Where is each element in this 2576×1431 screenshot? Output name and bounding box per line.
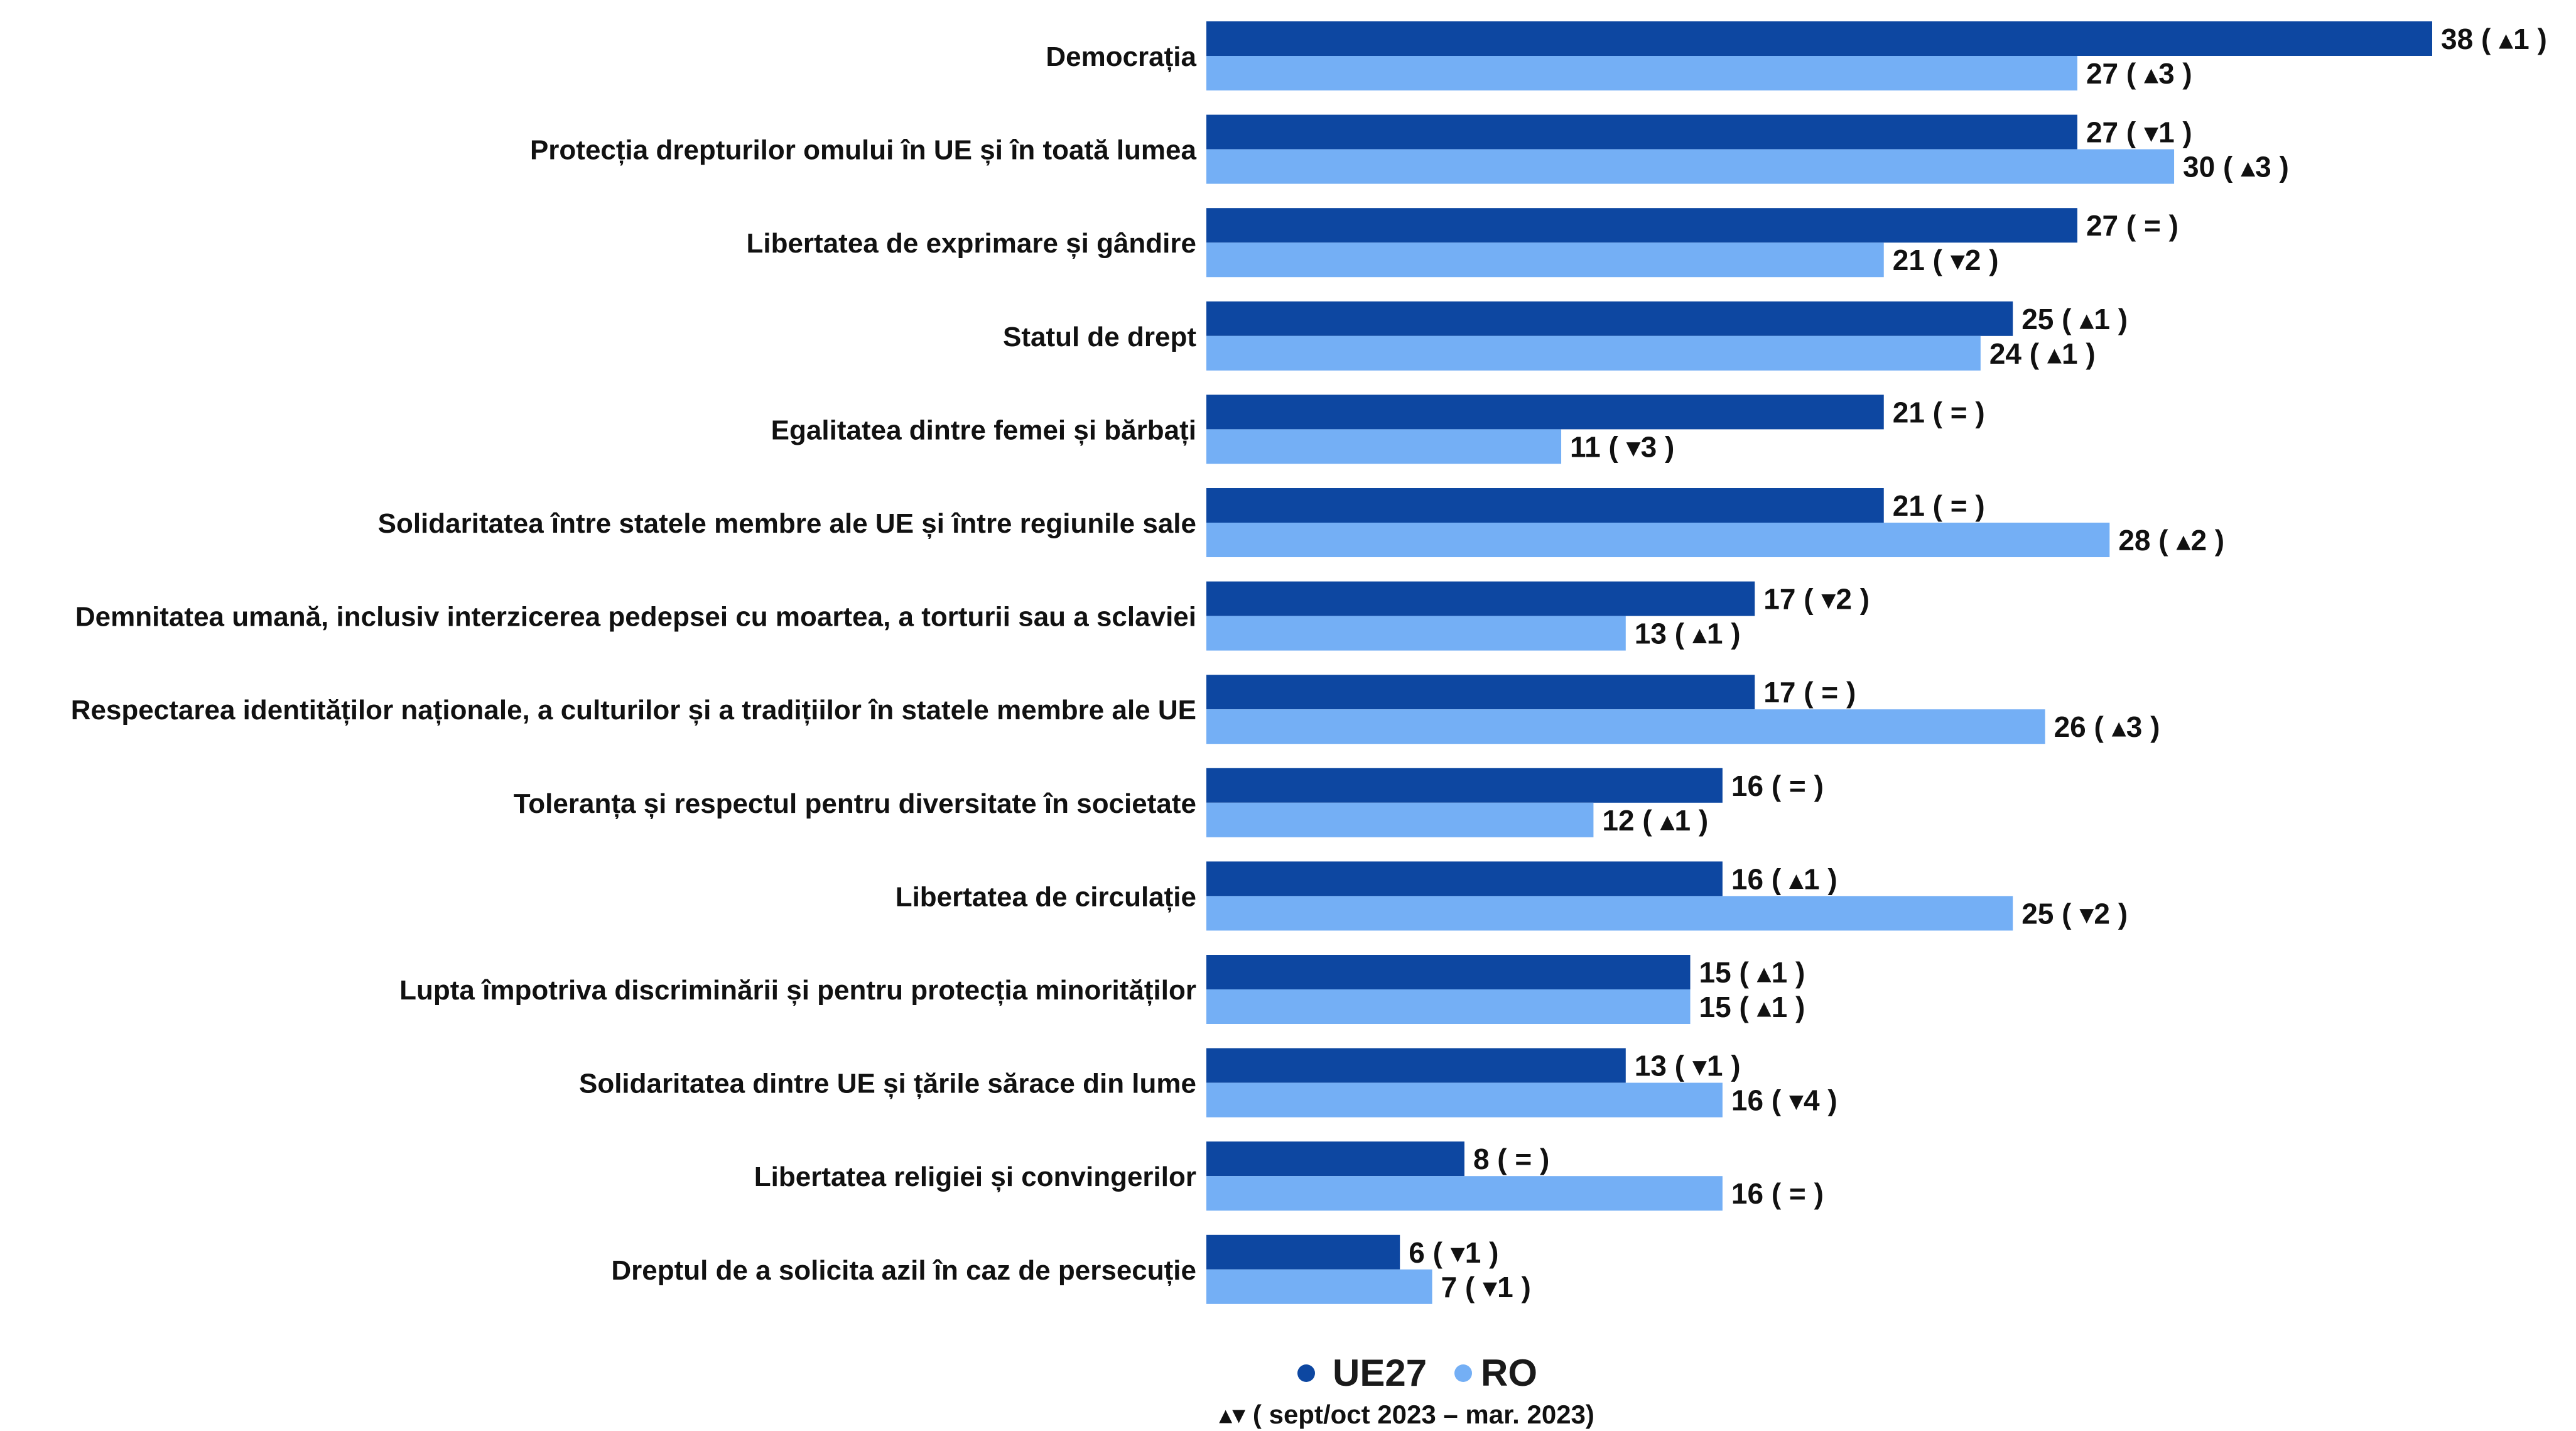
value-label-ro: 26 ( ▴3 ) [2054,710,2160,743]
bar-ue27 [1206,488,1884,523]
bar-ro [1206,1269,1432,1304]
value-label-ue27: 21 ( = ) [1893,396,1985,428]
bar-ro [1206,1176,1723,1211]
bar-ue27 [1206,675,1755,710]
bar-ro [1206,429,1562,464]
value-label-ro: 16 ( = ) [1731,1177,1824,1210]
value-label-ue27: 16 ( ▴1 ) [1731,862,1837,895]
value-label-ro: 30 ( ▴3 ) [2183,151,2289,183]
category-label: Egalitatea dintre femei și bărbați [771,415,1196,445]
bar-ro [1206,242,1884,278]
bars [1206,21,2432,1304]
value-label-ue27: 15 ( ▴1 ) [1699,956,1805,989]
bar-ro [1206,896,2013,931]
legend-marker-ro [1454,1364,1472,1382]
value-label-ro: 15 ( ▴1 ) [1699,991,1805,1023]
bar-ue27 [1206,114,2077,150]
bar-ue27 [1206,861,1723,896]
category-label: Solidaritatea între statele membre ale U… [378,508,1196,539]
category-label: Libertatea de exprimare și gândire [746,228,1196,259]
bar-ro [1206,802,1594,837]
category-label: Demnitatea umană, inclusiv interzicerea … [75,602,1196,633]
value-label-ro: 11 ( ▾3 ) [1570,430,1674,463]
value-label-ro: 24 ( ▴1 ) [1989,337,2096,370]
bar-ue27 [1206,1234,1400,1270]
value-label-ue27: 13 ( ▾1 ) [1635,1050,1741,1082]
bar-ue27 [1206,21,2432,56]
category-label: Solidaritatea dintre UE și țările sărace… [579,1069,1196,1099]
bar-ro [1206,989,1691,1024]
category-label: Lupta împotriva discriminării și pentru … [399,975,1196,1006]
category-label: Protecția drepturilor omului în UE și în… [530,135,1197,166]
value-label-ue27: 17 ( ▾2 ) [1763,583,1870,616]
value-label-ue27: 21 ( = ) [1893,489,1985,522]
bar-ro [1206,1082,1723,1118]
bar-ue27 [1206,208,2077,243]
value-label-ue27: 27 ( = ) [2086,209,2178,242]
bar-ue27 [1206,394,1884,430]
value-label-ue27: 38 ( ▴1 ) [2441,23,2547,55]
value-labels: 38 ( ▴1 ) 27 ( ▴3 ) 27 ( ▾1 )30 ( ▴3 )27 (… [1409,23,2547,1303]
value-label-ro: 25 ( ▾2 ) [2021,897,2128,930]
value-label-ue27: 16 ( = ) [1731,770,1824,802]
value-label-ro: 28 ( ▴2 ) [2118,524,2224,557]
legend-label-ue27: UE27 [1333,1352,1427,1394]
value-label-ue27: 27 ( ▾1 ) [2086,116,2192,149]
bar-ue27 [1206,581,1755,616]
value-label-ue27: 25 ( ▴1 ) [2021,303,2128,335]
legend: UE27 RO [1297,1352,1537,1394]
bar-ue27 [1206,1141,1464,1177]
value-label-ro: 27 ( ▴3 ) [2086,57,2192,90]
value-label-ue27: 17 ( = ) [1763,676,1856,709]
value-label-ro: 21 ( ▾2 ) [1893,244,1999,276]
bar-ro [1206,56,2077,90]
bar-ro [1206,335,1981,371]
bar-ue27 [1206,768,1723,803]
bar-ue27 [1206,955,1691,989]
bar-ue27 [1206,1048,1626,1083]
bar-ro [1206,523,2110,557]
category-label: Dreptul de a solicita azil în caz de per… [611,1255,1196,1286]
category-label: Democrația [1046,41,1196,72]
value-label-ro: 13 ( ▴1 ) [1635,618,1741,650]
legend-label-ro: RO [1481,1352,1537,1394]
category-label: Statul de drept [1003,322,1196,352]
category-label: Respectarea identităților naționale, a c… [71,695,1196,726]
category-labels: Democrația Protecția drepturilor omului î… [71,41,1197,1286]
value-label-ro: 12 ( ▴1 ) [1602,804,1708,837]
bar-ro [1206,709,2045,744]
bar-ro [1206,616,1626,651]
category-label: Libertatea de circulație [896,881,1196,912]
value-label-ue27: 6 ( ▾1 ) [1409,1236,1498,1269]
bar-ro [1206,149,2175,184]
category-label: Toleranța și respectul pentru diversitat… [514,788,1196,819]
value-label-ro: 16 ( ▾4 ) [1731,1084,1837,1117]
bar-ue27 [1206,301,2013,336]
value-label-ue27: 8 ( = ) [1473,1143,1549,1175]
value-label-ro: 7 ( ▾1 ) [1441,1271,1531,1303]
comparison-period-note: ▴▾ ( sept/oct 2023 – mar. 2023) [1219,1400,1594,1429]
legend-marker-ue27 [1297,1364,1315,1382]
category-label: Libertatea religiei și convingerilor [754,1162,1196,1192]
